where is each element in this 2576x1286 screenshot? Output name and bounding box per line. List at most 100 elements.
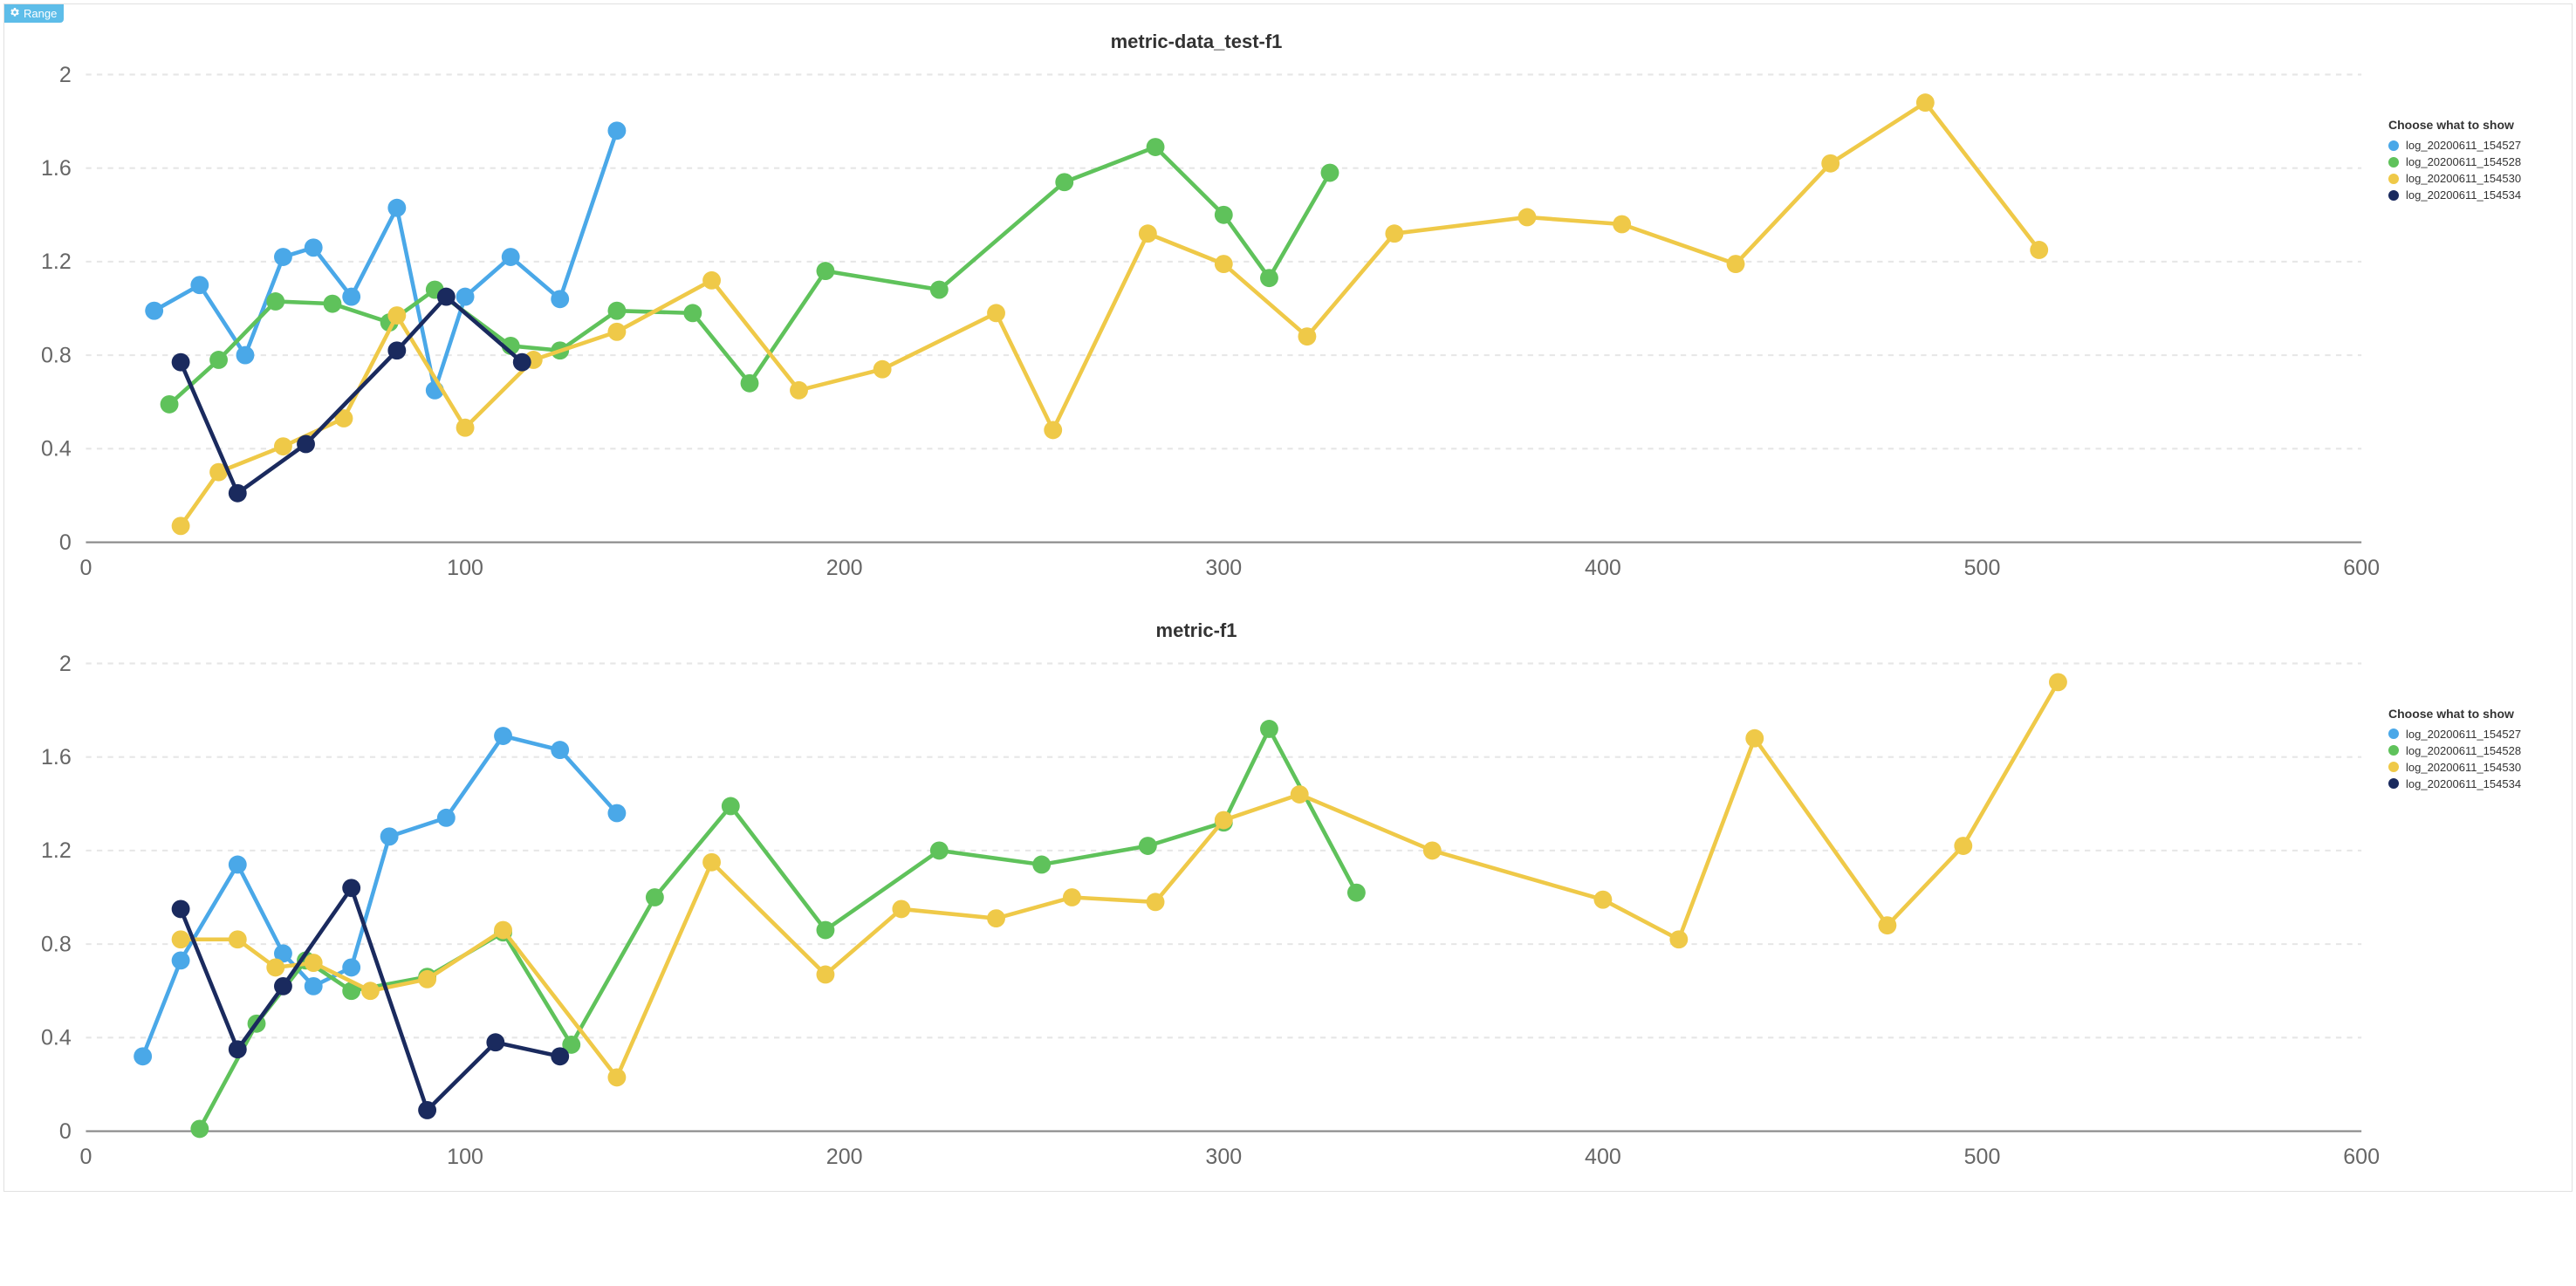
series-point[interactable] xyxy=(1385,224,1403,243)
series-point[interactable] xyxy=(607,804,626,823)
legend-item-s3[interactable]: log_20200611_154530 xyxy=(2388,172,2563,185)
series-point[interactable] xyxy=(274,248,292,266)
legend-item-s1[interactable]: log_20200611_154527 xyxy=(2388,728,2563,741)
series-point[interactable] xyxy=(172,951,190,969)
series-point[interactable] xyxy=(607,121,626,140)
series-point[interactable] xyxy=(1139,837,1157,855)
series-point[interactable] xyxy=(1423,841,1442,859)
series-point[interactable] xyxy=(930,841,949,859)
series-line-s3[interactable] xyxy=(181,682,2058,1077)
range-button[interactable]: Range xyxy=(4,4,64,23)
series-point[interactable] xyxy=(1260,269,1278,287)
series-point[interactable] xyxy=(1063,888,1081,906)
series-point[interactable] xyxy=(190,276,209,294)
series-point[interactable] xyxy=(607,323,626,341)
series-point[interactable] xyxy=(494,727,512,745)
series-point[interactable] xyxy=(172,353,190,372)
series-point[interactable] xyxy=(790,381,808,400)
series-point[interactable] xyxy=(209,351,228,369)
series-point[interactable] xyxy=(646,888,664,906)
series-line-s1[interactable] xyxy=(143,736,617,1057)
series-point[interactable] xyxy=(494,921,512,940)
series-point[interactable] xyxy=(930,281,949,299)
series-point[interactable] xyxy=(1298,327,1316,345)
series-point[interactable] xyxy=(342,879,360,897)
series-point[interactable] xyxy=(1916,93,1935,112)
series-point[interactable] xyxy=(1321,164,1339,182)
series-point[interactable] xyxy=(190,1119,209,1138)
series-point[interactable] xyxy=(1139,224,1157,243)
chart-plot[interactable]: 00.40.81.21.620100200300400500600 xyxy=(13,65,2380,593)
series-point[interactable] xyxy=(1215,811,1233,830)
series-point[interactable] xyxy=(551,741,569,759)
series-point[interactable] xyxy=(361,982,380,1000)
series-point[interactable] xyxy=(874,360,892,379)
series-point[interactable] xyxy=(229,856,247,874)
series-point[interactable] xyxy=(172,900,190,918)
series-point[interactable] xyxy=(229,1040,247,1058)
series-point[interactable] xyxy=(722,797,740,816)
series-point[interactable] xyxy=(1215,206,1233,224)
series-point[interactable] xyxy=(987,909,1005,927)
series-point[interactable] xyxy=(1593,891,1612,909)
series-point[interactable] xyxy=(1147,893,1165,911)
series-point[interactable] xyxy=(266,958,284,976)
series-point[interactable] xyxy=(1044,421,1062,439)
series-point[interactable] xyxy=(486,1033,504,1051)
series-point[interactable] xyxy=(607,1068,626,1086)
series-point[interactable] xyxy=(1032,856,1051,874)
series-point[interactable] xyxy=(741,374,759,393)
series-point[interactable] xyxy=(274,437,292,455)
series-point[interactable] xyxy=(172,516,190,535)
series-point[interactable] xyxy=(437,809,456,827)
series-point[interactable] xyxy=(229,930,247,948)
series-point[interactable] xyxy=(2049,673,2067,691)
series-point[interactable] xyxy=(1055,173,1073,191)
series-point[interactable] xyxy=(817,921,835,940)
chart-plot[interactable]: 00.40.81.21.620100200300400500600 xyxy=(13,654,2380,1182)
series-point[interactable] xyxy=(342,958,360,976)
series-point[interactable] xyxy=(305,977,323,995)
series-point[interactable] xyxy=(892,900,910,918)
series-point[interactable] xyxy=(418,970,436,988)
series-point[interactable] xyxy=(1821,154,1840,173)
series-point[interactable] xyxy=(513,353,531,372)
series-point[interactable] xyxy=(1745,729,1764,748)
legend-item-s3[interactable]: log_20200611_154530 xyxy=(2388,761,2563,774)
series-point[interactable] xyxy=(229,484,247,503)
series-point[interactable] xyxy=(1669,930,1688,948)
series-point[interactable] xyxy=(1291,785,1309,804)
series-point[interactable] xyxy=(702,853,721,872)
series-point[interactable] xyxy=(1347,884,1366,902)
series-point[interactable] xyxy=(2030,241,2048,259)
series-point[interactable] xyxy=(387,199,406,217)
legend-item-s2[interactable]: log_20200611_154528 xyxy=(2388,744,2563,757)
series-point[interactable] xyxy=(817,262,835,280)
series-point[interactable] xyxy=(418,1101,436,1119)
series-point[interactable] xyxy=(1260,720,1278,738)
series-point[interactable] xyxy=(324,295,342,313)
series-point[interactable] xyxy=(1518,209,1537,227)
series-point[interactable] xyxy=(380,827,399,845)
series-point[interactable] xyxy=(456,288,475,306)
series-point[interactable] xyxy=(342,288,360,306)
series-point[interactable] xyxy=(161,395,179,414)
legend-item-s1[interactable]: log_20200611_154527 xyxy=(2388,139,2563,152)
series-point[interactable] xyxy=(134,1047,152,1065)
series-point[interactable] xyxy=(437,288,456,306)
series-line-s4[interactable] xyxy=(181,297,522,493)
legend-item-s4[interactable]: log_20200611_154534 xyxy=(2388,188,2563,202)
legend-item-s4[interactable]: log_20200611_154534 xyxy=(2388,777,2563,790)
series-point[interactable] xyxy=(1613,215,1631,234)
series-point[interactable] xyxy=(305,954,323,972)
series-point[interactable] xyxy=(172,930,190,948)
series-point[interactable] xyxy=(456,419,475,437)
series-point[interactable] xyxy=(502,248,520,266)
series-point[interactable] xyxy=(551,1047,569,1065)
series-line-s2[interactable] xyxy=(169,147,1330,405)
series-point[interactable] xyxy=(607,302,626,320)
legend-item-s2[interactable]: log_20200611_154528 xyxy=(2388,155,2563,168)
series-point[interactable] xyxy=(817,966,835,984)
series-point[interactable] xyxy=(266,292,284,311)
series-point[interactable] xyxy=(551,290,569,308)
